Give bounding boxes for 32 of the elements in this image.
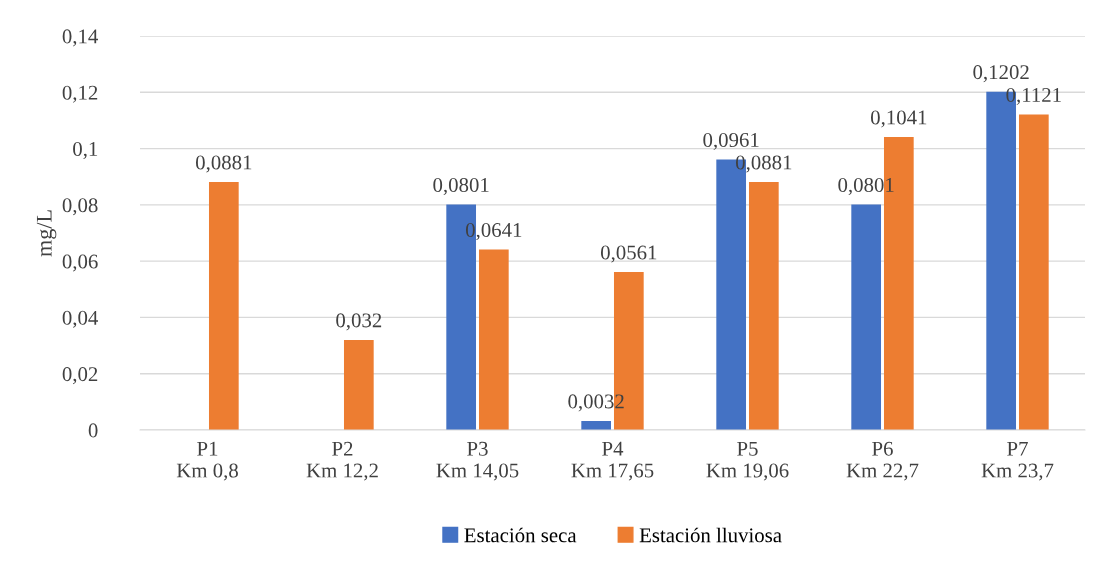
y-tick-label: 0,08 — [62, 198, 98, 216]
y-tick-label: 0,04 — [62, 310, 99, 328]
data-label: 0,0801 — [433, 177, 489, 196]
y-tick-label: 0,02 — [62, 367, 98, 385]
x-tick-label: P3 Km 14,05 — [436, 441, 519, 481]
data-label: 0,0881 — [195, 155, 252, 173]
bar — [748, 182, 779, 430]
bar — [581, 420, 612, 430]
x-tick-label: P6 Km 22,7 — [846, 441, 919, 481]
x-tick-label: P1 Km 0,8 — [176, 441, 238, 481]
data-label: 0,1202 — [973, 65, 1029, 83]
data-label: 0,032 — [336, 313, 382, 331]
y-tick-label: 0,12 — [62, 85, 98, 103]
data-label: 0,0561 — [600, 245, 657, 263]
legend-label: Estación lluviosa — [639, 527, 782, 543]
data-label: 0,0961 — [703, 132, 759, 150]
legend-label: Estación seca — [464, 527, 577, 543]
bar — [208, 182, 239, 430]
bar — [1018, 114, 1049, 430]
y-tick-label: 0,1 — [73, 141, 98, 159]
bar — [851, 204, 882, 430]
y-tick-label: 0,06 — [62, 254, 98, 272]
y-tick-label: 0 — [88, 423, 98, 438]
data-label: 0,1041 — [870, 110, 927, 128]
x-tick-label: P2 Km 12,2 — [306, 441, 378, 481]
x-tick-label: P7 Km 23,7 — [981, 441, 1054, 481]
y-axis-title: mg/L — [36, 210, 57, 257]
x-tick-label: P5 Km 19,06 — [706, 441, 789, 481]
y-tick-label: 0,14 — [62, 29, 99, 47]
x-tick-label: P4 Km 17,65 — [571, 441, 654, 481]
bar — [343, 339, 374, 430]
bar — [478, 249, 509, 430]
